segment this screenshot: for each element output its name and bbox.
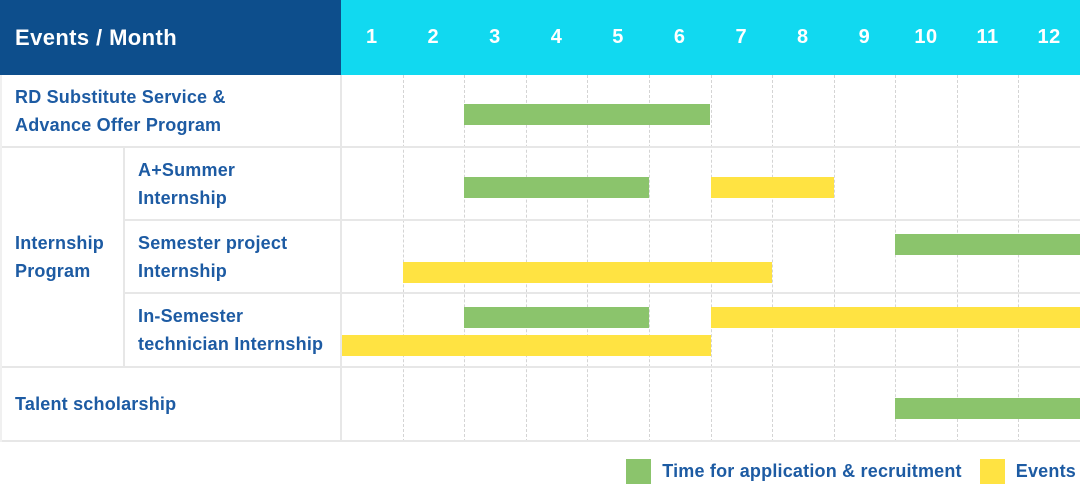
gantt-bar-green xyxy=(464,177,649,198)
month-divider xyxy=(525,75,527,442)
month-header-3: 3 xyxy=(489,26,501,48)
row-label: Talent scholarship xyxy=(15,394,177,415)
month-header-4: 4 xyxy=(550,26,563,48)
row-label: RD Substitute Service & Advance Offer Pr… xyxy=(15,86,226,135)
label-chart-divider xyxy=(340,75,342,442)
gantt-bar-green xyxy=(464,307,649,328)
row-divider xyxy=(0,146,1080,148)
table-corner-header: Events / Month xyxy=(0,0,341,75)
group-column-divider xyxy=(123,148,125,368)
month-divider xyxy=(402,75,404,442)
month-header-6: 6 xyxy=(673,26,686,48)
month-header-row: 1 2 3 4 5 6 7 8 9 10 11 12 xyxy=(341,0,1080,75)
table-left-border xyxy=(0,75,2,442)
table-bottom-border xyxy=(0,440,1080,442)
chart-row xyxy=(341,75,1080,148)
month-divider xyxy=(648,75,650,442)
month-header-12: 12 xyxy=(1037,26,1061,48)
chart-row xyxy=(341,221,1080,294)
month-header-5: 5 xyxy=(612,26,624,48)
gantt-bar-green xyxy=(895,398,1080,419)
row-sublabel: A+Summer Internship xyxy=(138,159,236,208)
month-header-8: 8 xyxy=(797,26,809,48)
month-header-2: 2 xyxy=(427,26,440,48)
gantt-bar-yellow xyxy=(710,307,1080,328)
gantt-bar-green xyxy=(464,104,711,125)
month-divider xyxy=(464,75,466,442)
table-corner-title: Events / Month xyxy=(15,24,178,50)
month-header-1: 1 xyxy=(365,26,378,48)
month-divider xyxy=(1018,75,1020,442)
chart-row xyxy=(341,148,1080,221)
month-header-9: 9 xyxy=(858,26,871,48)
month-header-11: 11 xyxy=(976,26,999,48)
row-sublabel: In-Semester technician Internship xyxy=(138,306,324,354)
gantt-bar-yellow xyxy=(710,177,834,198)
row-sublabel: Semester project Internship xyxy=(138,232,288,281)
month-divider xyxy=(587,75,589,442)
legend-item-green: Time for application & recruitment xyxy=(626,459,962,484)
legend-swatch-yellow xyxy=(979,459,1005,484)
month-divider xyxy=(710,75,712,442)
month-header-7: 7 xyxy=(735,26,748,48)
gantt-bar-yellow xyxy=(341,335,711,356)
row-divider xyxy=(0,366,1080,368)
row-divider xyxy=(124,219,1080,221)
legend-swatch-green xyxy=(626,459,652,484)
chart-row xyxy=(341,368,1080,442)
row-divider xyxy=(124,292,1080,294)
month-divider xyxy=(772,75,774,442)
gantt-bar-green xyxy=(895,234,1080,255)
month-divider xyxy=(895,75,897,442)
month-divider xyxy=(956,75,958,442)
legend-item-yellow: Events xyxy=(979,459,1076,484)
events-month-table: Events / Month 1 2 3 4 5 6 7 8 9 10 11 12 RD Substi… xyxy=(0,0,1080,442)
legend: Time for application & recruitment Events xyxy=(626,459,1076,484)
month-header-10: 10 xyxy=(914,26,938,48)
group-label: Internship Program xyxy=(15,233,105,281)
legend-label: Time for application & recruitment xyxy=(662,461,962,481)
legend-label: Events xyxy=(1015,461,1076,481)
gantt-bar-yellow xyxy=(402,262,773,283)
month-divider xyxy=(833,75,835,442)
chart-row xyxy=(341,294,1080,368)
